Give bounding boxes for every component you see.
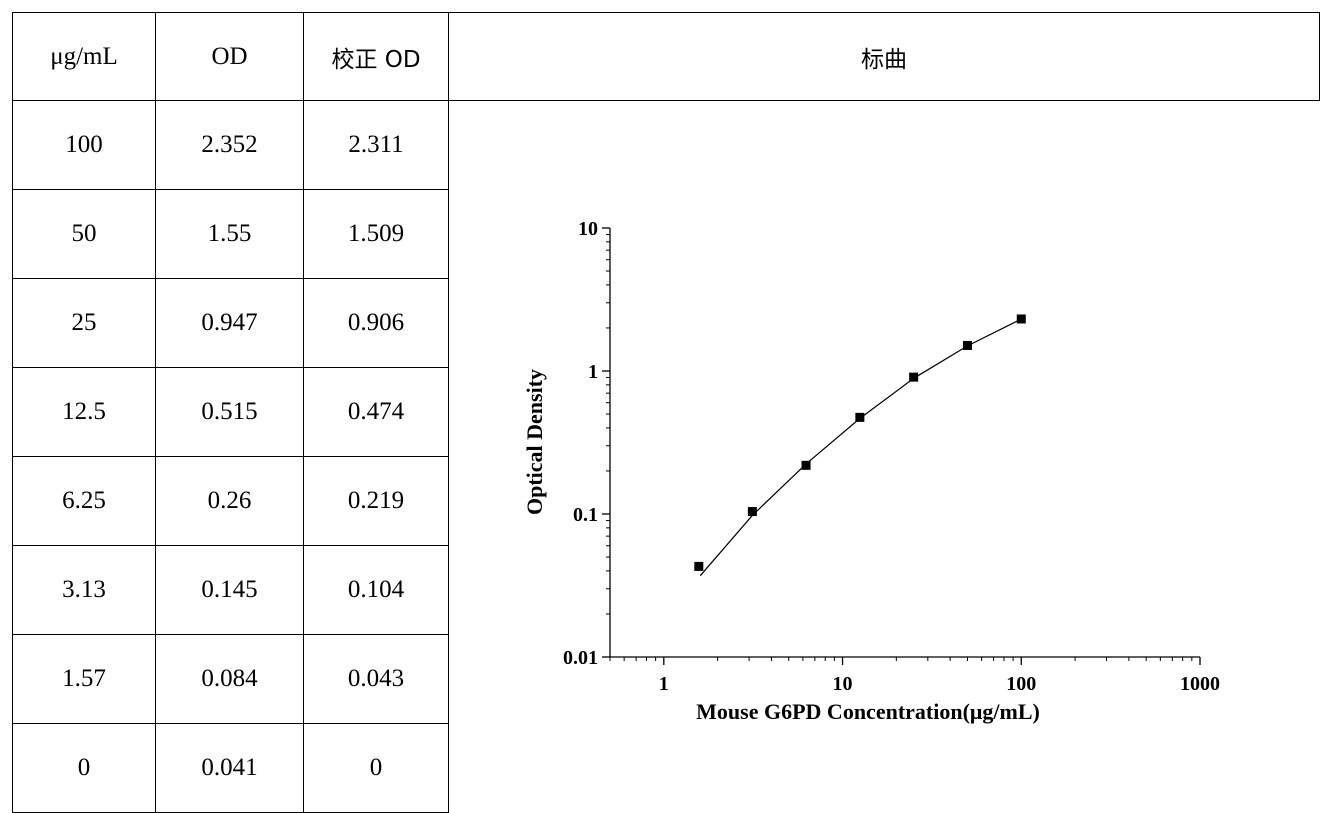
data-point-marker — [855, 412, 865, 422]
cell-corrected-od: 0.104 — [303, 545, 449, 635]
header-concentration: μg/mL — [12, 12, 156, 101]
y-tick-label: 10 — [578, 218, 598, 240]
fit-curve-line — [699, 318, 1022, 577]
cell-concentration: 3.13 — [12, 545, 156, 635]
cell-od: 0.947 — [155, 278, 304, 368]
table-row: 100 2.352 2.311 — [12, 100, 1320, 813]
standard-curve-chart: 0.01 0.1 1 10 1 10 100 1000 Mouse G6PD Concentr… — [522, 218, 1220, 724]
data-point-marker — [1016, 314, 1026, 324]
data-point-marker — [962, 340, 972, 350]
cell-corrected-od: 0.219 — [303, 456, 449, 546]
cell-concentration: 12.5 — [12, 367, 156, 457]
data-point-marker — [801, 460, 811, 470]
cell-od: 1.55 — [155, 189, 304, 279]
cell-od: 0.145 — [155, 545, 304, 635]
x-tick-label: 1 — [659, 673, 669, 695]
data-point-marker — [909, 372, 919, 382]
cell-concentration: 1.57 — [12, 634, 156, 724]
header-standard-curve: 标曲 — [448, 12, 1320, 101]
x-tick-label: 1000 — [1180, 673, 1220, 695]
cell-od: 0.515 — [155, 367, 304, 457]
x-tick-label: 100 — [1006, 673, 1036, 695]
table-row: 12.5 0.515 0.474 — [12, 367, 1320, 457]
standard-curve-table: μg/mL OD 校正 OD 标曲 100 2.352 2.311 50 1.5… — [12, 12, 1320, 813]
y-tick-label: 0.1 — [573, 504, 598, 526]
table-header-row: μg/mL OD 校正 OD 标曲 — [12, 12, 1320, 101]
cell-corrected-od: 0.043 — [303, 634, 449, 724]
cell-corrected-od: 1.509 — [303, 189, 449, 279]
cell-concentration: 25 — [12, 278, 156, 368]
header-od: OD — [155, 12, 304, 101]
x-axis-label: Mouse G6PD Concentration(μg/mL) — [696, 699, 1040, 724]
cell-corrected-od: 2.311 — [303, 100, 449, 190]
data-point-marker — [694, 561, 704, 571]
cell-od: 0.26 — [155, 456, 304, 546]
table-row: 50 1.55 1.509 — [12, 189, 1320, 279]
x-tick-label: 10 — [833, 673, 853, 695]
table-row: 6.25 0.26 0.219 — [12, 456, 1320, 546]
cell-corrected-od: 0.906 — [303, 278, 449, 368]
y-tick-label: 0.01 — [563, 647, 598, 669]
data-markers-layer — [694, 314, 1026, 571]
table-row: 25 0.947 0.906 — [12, 278, 1320, 368]
table-row: 3.13 0.145 0.104 — [12, 545, 1320, 635]
cell-od: 0.041 — [155, 723, 304, 813]
cell-corrected-od: 0.474 — [303, 367, 449, 457]
cell-concentration: 6.25 — [12, 456, 156, 546]
table-row: 1.57 0.084 0.043 — [12, 634, 1320, 724]
fit-curve-layer — [699, 318, 1022, 577]
cell-corrected-od: 0 — [303, 723, 449, 813]
header-corrected-od: 校正 OD — [303, 12, 449, 101]
cell-od: 0.084 — [155, 634, 304, 724]
cell-od: 2.352 — [155, 100, 304, 190]
y-tick-label: 1 — [588, 361, 598, 383]
cell-concentration: 100 — [12, 100, 156, 190]
data-point-marker — [747, 507, 757, 517]
chart-cell — [448, 100, 1320, 813]
cell-concentration: 50 — [12, 189, 156, 279]
table-row: 0 0.041 0 — [12, 723, 1320, 813]
cell-concentration: 0 — [12, 723, 156, 813]
y-axis-label: Optical Density — [522, 369, 547, 515]
chart-axes: 0.01 0.1 1 10 1 10 100 1000 — [563, 218, 1220, 695]
